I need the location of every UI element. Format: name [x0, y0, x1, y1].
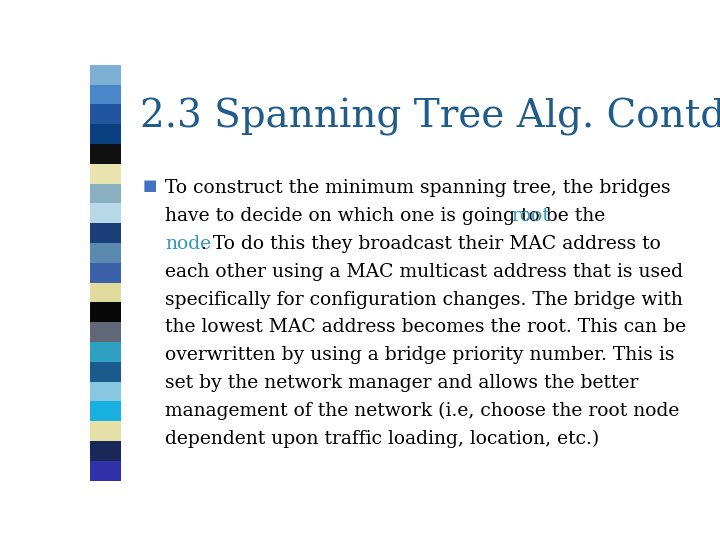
Bar — [90, 204, 121, 223]
Bar — [90, 382, 121, 401]
Bar — [90, 282, 121, 302]
Bar — [90, 124, 121, 144]
Bar — [90, 322, 121, 342]
Bar — [90, 65, 121, 85]
Text: set by the network manager and allows the better: set by the network manager and allows th… — [166, 374, 639, 392]
Bar — [90, 223, 121, 243]
Bar — [90, 85, 121, 104]
Text: . To do this they broadcast their MAC address to: . To do this they broadcast their MAC ad… — [201, 235, 661, 253]
Bar — [90, 362, 121, 382]
Text: To construct the minimum spanning tree, the bridges: To construct the minimum spanning tree, … — [166, 179, 671, 197]
Bar — [90, 184, 121, 204]
Text: the lowest MAC address becomes the root. This can be: the lowest MAC address becomes the root.… — [166, 319, 686, 336]
Text: ■: ■ — [143, 179, 158, 193]
Bar — [90, 144, 121, 164]
Bar — [90, 461, 121, 481]
Bar — [90, 104, 121, 124]
Bar — [90, 164, 121, 184]
Bar — [90, 342, 121, 362]
Text: 2.3 Spanning Tree Alg. Contd.: 2.3 Spanning Tree Alg. Contd. — [140, 98, 720, 136]
Text: node: node — [166, 235, 212, 253]
Bar — [90, 401, 121, 421]
Text: each other using a MAC multicast address that is used: each other using a MAC multicast address… — [166, 263, 683, 281]
Text: dependent upon traffic loading, location, etc.): dependent upon traffic loading, location… — [166, 430, 600, 448]
Bar — [90, 243, 121, 263]
Bar — [90, 441, 121, 461]
Text: root: root — [511, 207, 550, 225]
Text: specifically for configuration changes. The bridge with: specifically for configuration changes. … — [166, 291, 683, 308]
Text: have to decide on which one is going to be the: have to decide on which one is going to … — [166, 207, 611, 225]
Text: overwritten by using a bridge priority number. This is: overwritten by using a bridge priority n… — [166, 346, 675, 364]
Text: management of the network (i.e, choose the root node: management of the network (i.e, choose t… — [166, 402, 680, 420]
Bar — [90, 302, 121, 322]
Bar — [90, 263, 121, 282]
Bar — [90, 421, 121, 441]
